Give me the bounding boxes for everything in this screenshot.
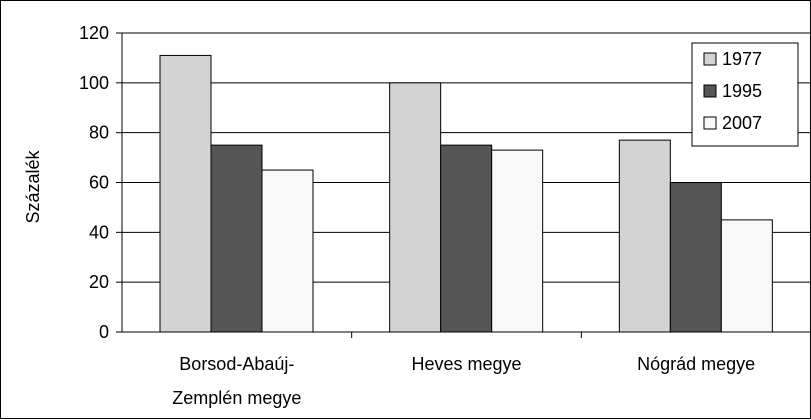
legend-label: 1977	[722, 49, 762, 69]
bar	[669, 182, 722, 333]
legend-swatch	[703, 84, 717, 98]
x-category-label: Nógrád megye	[637, 354, 755, 374]
legend-label: 1995	[722, 81, 762, 101]
x-category-label-line: Borsod-Abaúj-	[179, 354, 294, 374]
bar	[210, 144, 263, 333]
y-tick-label: 40	[89, 222, 109, 242]
legend-swatch	[703, 52, 717, 66]
bar	[159, 54, 212, 333]
y-tick-label: 0	[99, 322, 109, 342]
x-category-label-line: Heves megye	[411, 354, 521, 374]
bar	[720, 219, 773, 333]
x-category-label-line: Zemplén megye	[172, 388, 301, 408]
bar	[389, 82, 442, 333]
bar	[261, 169, 314, 333]
x-category-label: Heves megye	[411, 354, 521, 374]
y-tick-label: 120	[79, 23, 109, 43]
y-tick-label: 60	[89, 173, 109, 193]
bar	[491, 149, 544, 333]
x-category-label-line: Nógrád megye	[637, 354, 755, 374]
y-tick-label: 80	[89, 123, 109, 143]
bar	[618, 139, 671, 333]
y-axis-label: Százalék	[23, 149, 43, 223]
bar	[440, 144, 493, 333]
y-tick-label: 20	[89, 272, 109, 292]
x-category-label: Borsod-Abaúj- Zemplén megye	[172, 354, 301, 408]
legend-swatch	[703, 116, 717, 130]
legend-label: 2007	[722, 113, 762, 133]
y-tick-label: 100	[79, 73, 109, 93]
